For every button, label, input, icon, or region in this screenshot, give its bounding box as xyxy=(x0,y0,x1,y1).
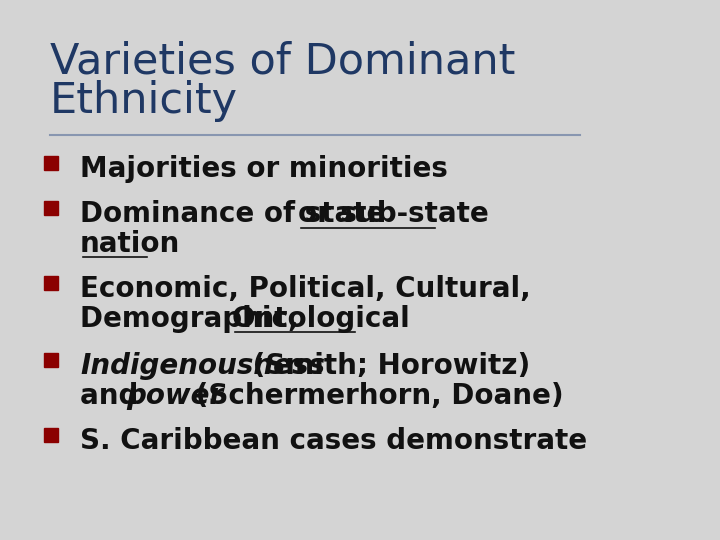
Text: and: and xyxy=(80,382,148,410)
Text: S. Caribbean cases demonstrate: S. Caribbean cases demonstrate xyxy=(80,427,587,455)
Text: Ontological: Ontological xyxy=(232,305,410,333)
Text: Dominance of state: Dominance of state xyxy=(80,200,395,228)
Bar xyxy=(44,201,58,215)
Text: nation: nation xyxy=(80,230,180,258)
Text: power: power xyxy=(126,382,223,410)
Text: Majorities or minorities: Majorities or minorities xyxy=(80,155,448,183)
Text: Demographic,: Demographic, xyxy=(80,305,308,333)
Text: Varieties of Dominant: Varieties of Dominant xyxy=(50,40,516,82)
Bar xyxy=(44,276,58,290)
Text: Indigenousness: Indigenousness xyxy=(80,352,325,380)
Text: (Smith; Horowitz): (Smith; Horowitz) xyxy=(243,352,530,380)
Text: Ethnicity: Ethnicity xyxy=(50,80,238,122)
Text: (Schermerhorn, Doane): (Schermerhorn, Doane) xyxy=(186,382,564,410)
Bar xyxy=(44,156,58,170)
Bar xyxy=(44,428,58,442)
Bar xyxy=(44,353,58,367)
Text: or sub-state: or sub-state xyxy=(298,200,489,228)
Text: Economic, Political, Cultural,: Economic, Political, Cultural, xyxy=(80,275,531,303)
